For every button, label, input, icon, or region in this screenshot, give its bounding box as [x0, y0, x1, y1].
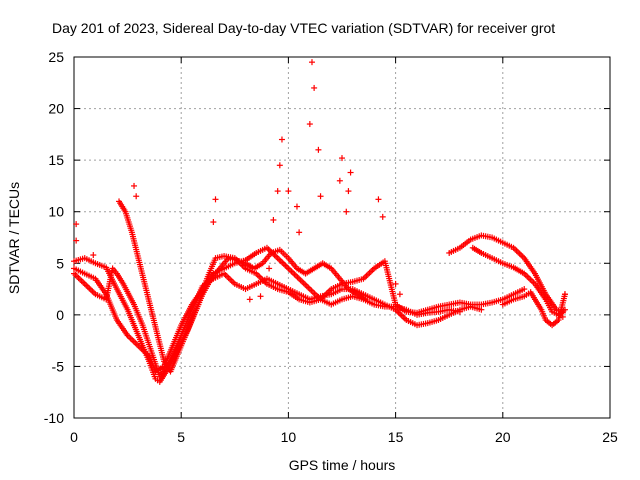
- data-point: [210, 219, 217, 226]
- grid: [74, 57, 610, 418]
- data-point: [276, 162, 283, 169]
- tick-labels: 0 5 10 15 20 25 -10 -5 0 5 10 15 20 25: [44, 49, 618, 445]
- data-point: [274, 188, 281, 195]
- y-tick-label: 25: [48, 49, 64, 65]
- y-tick-label: -10: [44, 410, 64, 426]
- data-point: [362, 296, 369, 303]
- data-point: [336, 177, 343, 184]
- data-point: [308, 59, 315, 66]
- data-point: [379, 213, 386, 220]
- data-point: [90, 252, 97, 259]
- x-tick-label: 0: [70, 429, 78, 445]
- data-point: [317, 193, 324, 200]
- data-point: [73, 237, 80, 244]
- y-tick-label: 20: [48, 101, 64, 117]
- y-tick-label: 10: [48, 204, 64, 220]
- series-track-6: [469, 244, 568, 318]
- data-point: [392, 280, 399, 287]
- y-tick-label: 5: [56, 255, 64, 271]
- data-point: [270, 216, 277, 223]
- data-point: [296, 229, 303, 236]
- data-point: [133, 193, 140, 200]
- plot-frame: [73, 56, 611, 419]
- y-axis-label: SDTVAR / TECUs: [6, 182, 22, 294]
- data-point: [285, 188, 292, 195]
- data-point: [375, 196, 382, 203]
- data-point: [521, 286, 528, 293]
- series-track-5: [446, 232, 566, 316]
- x-tick-label: 25: [602, 429, 618, 445]
- x-axis-label: GPS time / hours: [289, 457, 396, 473]
- data-point: [293, 203, 300, 210]
- x-tick-label: 15: [388, 429, 404, 445]
- x-tick-label: 20: [495, 429, 511, 445]
- data-point: [345, 188, 352, 195]
- data-point: [306, 121, 313, 128]
- data-point: [396, 291, 403, 298]
- data-point: [559, 313, 566, 320]
- x-tick-label: 5: [177, 429, 185, 445]
- data-point: [257, 293, 264, 300]
- data-point: [131, 182, 138, 189]
- data-point: [212, 196, 219, 203]
- y-tick-label: 15: [48, 152, 64, 168]
- data-point: [561, 291, 568, 298]
- data-point: [311, 84, 318, 91]
- data-point: [246, 296, 253, 303]
- series-track-4: [116, 198, 369, 375]
- chart-title: Day 201 of 2023, Sidereal Day-to-day VTE…: [52, 20, 555, 36]
- data-point: [266, 265, 273, 272]
- data-point: [315, 146, 322, 153]
- x-tick-label: 10: [281, 429, 297, 445]
- data-point: [339, 155, 345, 162]
- data-point: [73, 221, 80, 228]
- data-point: [478, 306, 485, 313]
- ticks: [73, 56, 611, 419]
- data-point: [278, 136, 285, 143]
- data-point: [347, 169, 354, 176]
- series-spikes: [73, 59, 568, 320]
- data-marks: [71, 59, 568, 385]
- y-tick-label: -5: [52, 358, 65, 374]
- data-point: [343, 208, 350, 215]
- y-tick-label: 0: [56, 307, 64, 323]
